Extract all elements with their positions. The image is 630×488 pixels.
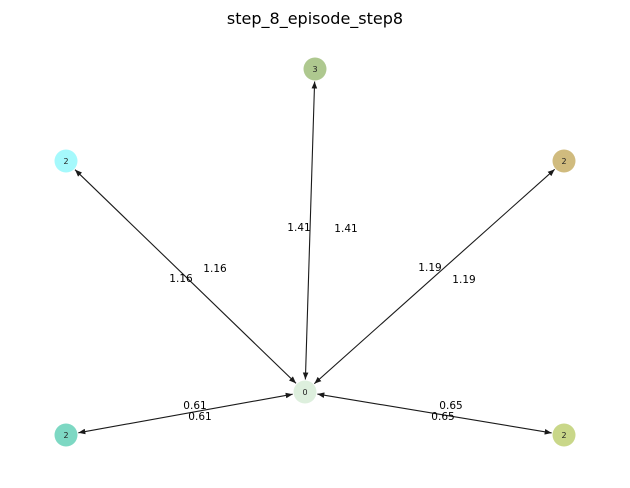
edge-center-bottom-right xyxy=(317,392,552,435)
node-circle-left xyxy=(54,149,78,173)
node-circle-right xyxy=(552,149,576,173)
node-label-right: 2 xyxy=(561,157,566,166)
node-circle-top xyxy=(303,57,327,81)
edge-label-left-b: 1.16 xyxy=(169,273,193,285)
node-bottom-right: 2 xyxy=(552,423,576,447)
node-bottom-left: 2 xyxy=(54,423,78,447)
edge-label-right-a: 1.19 xyxy=(418,262,441,274)
node-label-bottom-left: 2 xyxy=(63,431,68,440)
diagram-title: step_8_episode_step8 xyxy=(227,9,403,29)
edge-label-bottom-right-b: 0.65 xyxy=(431,411,454,423)
node-label-left: 2 xyxy=(63,157,68,166)
edge-label-bottom-left-a: 0.61 xyxy=(183,400,206,412)
node-circle-bottom-right xyxy=(552,423,576,447)
edge-label-left-a: 1.16 xyxy=(203,263,227,275)
edge-label-top-b: 1.41 xyxy=(287,222,310,234)
node-top: 3 xyxy=(303,57,327,81)
edge-label-bottom-left-b: 0.61 xyxy=(188,411,211,423)
edge-center-right xyxy=(313,168,556,385)
edge-center-top xyxy=(302,81,318,380)
node-label-center: 0 xyxy=(302,388,307,397)
edge-labels: 1.41 1.41 1.16 1.16 1.19 1.19 0.610.61 0.650.65 xyxy=(169,222,475,423)
nodes: 0 3 2 2 2 2 xyxy=(54,57,576,447)
edge-label-top-a: 1.41 xyxy=(334,223,357,235)
edge-label-right-b: 1.19 xyxy=(452,274,475,286)
edge-center-left xyxy=(74,169,297,384)
node-circle-center xyxy=(293,380,317,404)
node-left: 2 xyxy=(54,149,78,173)
edge-center-bottom-left xyxy=(78,392,293,435)
node-label-top: 3 xyxy=(312,65,317,74)
node-circle-bottom-left xyxy=(54,423,78,447)
node-label-bottom-right: 2 xyxy=(561,431,566,440)
edge-label-bottom-right-a: 0.65 xyxy=(439,400,462,412)
edges xyxy=(74,81,556,435)
node-right: 2 xyxy=(552,149,576,173)
node-center: 0 xyxy=(293,380,317,404)
